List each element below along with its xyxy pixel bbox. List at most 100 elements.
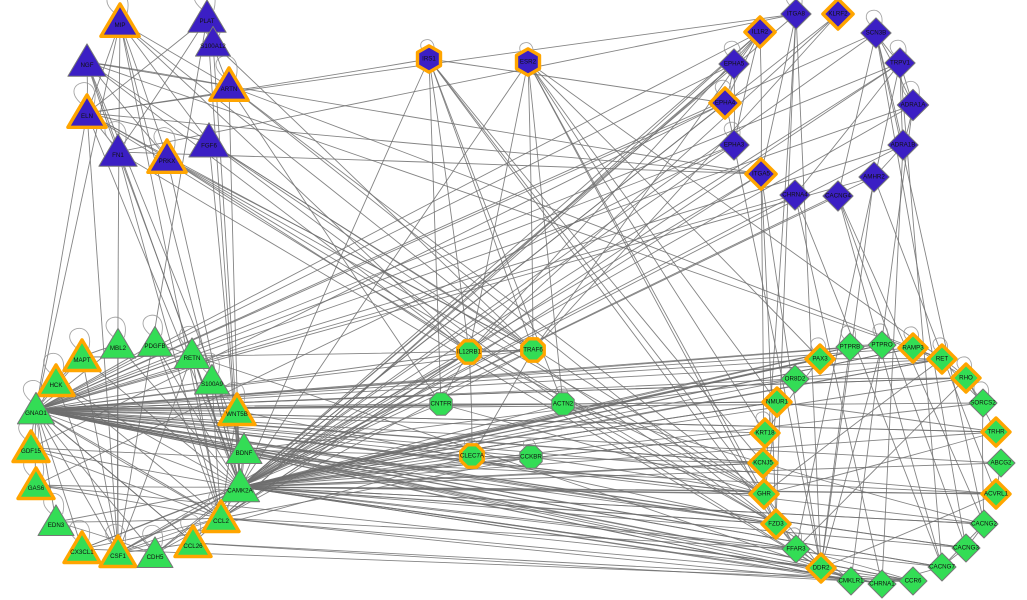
network-edge [117, 151, 222, 519]
network-node-clec7a[interactable] [459, 443, 485, 469]
network-node-mip[interactable] [99, 2, 141, 38]
network-node-epha5[interactable] [718, 48, 750, 80]
node-layer[interactable] [11, 0, 1016, 599]
network-node-adra1a[interactable] [896, 88, 930, 122]
network-node-trhr[interactable] [980, 416, 1012, 448]
network-edge [239, 32, 877, 488]
network-edge [35, 409, 766, 434]
network-edge [239, 486, 985, 525]
network-node-epha4[interactable] [708, 86, 742, 120]
network-node-cacng2[interactable] [969, 509, 999, 539]
network-node-trpv1[interactable] [884, 47, 916, 79]
network-node-gas6[interactable] [16, 466, 56, 501]
network-edge [428, 58, 765, 495]
node-label-kcnj5: KCNJ5 [753, 460, 773, 467]
network-node-il12rb1[interactable] [456, 339, 482, 365]
network-node-s100a12[interactable] [195, 25, 231, 57]
network-node-acvrl1[interactable] [980, 478, 1012, 510]
network-edge [243, 449, 777, 525]
network-node-cacng4[interactable] [822, 180, 854, 212]
network-node-ngf[interactable] [67, 43, 107, 77]
network-node-itga8[interactable] [780, 0, 812, 30]
network-node-cacng7[interactable] [927, 552, 957, 582]
network-edge [35, 409, 852, 582]
network-node-cckbr[interactable] [519, 445, 543, 469]
network-node-amhr2[interactable] [858, 161, 890, 193]
network-node-plat[interactable] [187, 0, 227, 33]
network-node-actn2[interactable] [551, 392, 575, 416]
self-loop-edge [786, 527, 803, 544]
network-node-ret[interactable] [926, 343, 958, 375]
network-node-bdnf[interactable] [225, 432, 263, 464]
network-node-ptpro[interactable] [867, 330, 897, 360]
network-edge [532, 13, 839, 351]
network-node-cacng3[interactable] [951, 533, 981, 563]
network-node-cdh5[interactable] [136, 536, 174, 568]
self-loop-edge [142, 524, 164, 547]
network-edge [228, 85, 943, 360]
network-node-kcnj5[interactable] [747, 447, 779, 479]
network-node-prkx[interactable] [146, 138, 188, 175]
network-node-klrf2[interactable] [821, 0, 855, 31]
network-node-camk2a[interactable] [219, 467, 261, 503]
network-node-itga5[interactable] [744, 157, 778, 191]
network-node-irs1[interactable] [415, 44, 443, 74]
network-node-gdf15[interactable] [11, 429, 51, 464]
network-node-eln[interactable] [66, 93, 108, 130]
network-node-or8d2[interactable] [780, 364, 810, 394]
network-node-scn3b[interactable] [860, 17, 892, 49]
network-node-fgf6[interactable] [188, 122, 230, 158]
network-node-fzd3[interactable] [760, 508, 792, 540]
network-node-traf6[interactable] [520, 337, 546, 363]
network-node-s100a9[interactable] [194, 363, 230, 395]
network-edge [428, 58, 470, 353]
network-edge [562, 403, 764, 464]
network-node-cntfr[interactable] [429, 392, 453, 416]
network-edge [81, 356, 241, 488]
node-label-adra1a: ADRA1A [901, 102, 927, 109]
network-node-ccr6[interactable] [898, 566, 928, 596]
network-edge [763, 358, 943, 495]
network-node-chrna1[interactable] [867, 569, 897, 599]
network-node-ffar3[interactable] [781, 534, 811, 564]
network-node-pax3[interactable] [804, 343, 836, 375]
network-node-edn3[interactable] [37, 504, 75, 536]
network-node-sorcs2[interactable] [968, 388, 998, 418]
network-node-ghr[interactable] [748, 478, 780, 510]
network-node-cmklr1[interactable] [836, 566, 866, 596]
network-node-esr2[interactable] [514, 47, 542, 77]
network-node-rho[interactable] [950, 362, 982, 394]
network-node-csf1[interactable] [98, 534, 138, 569]
network-node-abcg2[interactable] [986, 448, 1016, 478]
network-node-nmur1[interactable] [761, 386, 793, 418]
network-edge [35, 409, 764, 464]
network-edge [35, 409, 943, 568]
network-node-il1r2[interactable] [743, 15, 777, 49]
node-label-mip: MIP [114, 22, 125, 29]
network-node-epha3[interactable] [718, 129, 750, 161]
network-node-adra1b[interactable] [887, 129, 919, 161]
network-edge [239, 351, 470, 488]
network-node-ramp3[interactable] [897, 332, 929, 364]
network-node-pdgfb[interactable] [137, 325, 173, 357]
network-node-fn1[interactable] [98, 133, 138, 167]
network-node-artn[interactable] [208, 66, 250, 103]
network-node-ccl26[interactable] [173, 524, 213, 559]
network-node-hck[interactable] [36, 363, 76, 398]
network-node-ddr2[interactable] [805, 552, 837, 584]
network-node-wnt5b[interactable] [217, 392, 257, 427]
node-label-nmur1: NMUR1 [766, 399, 789, 406]
network-node-ptprb[interactable] [835, 332, 865, 362]
network-node-ccl2[interactable] [201, 499, 241, 534]
network-edge [239, 486, 997, 495]
network-node-gnao1[interactable] [16, 391, 55, 425]
network-node-cx3cl1[interactable] [62, 530, 102, 565]
network-node-mbl2[interactable] [100, 327, 136, 359]
network-node-krt18[interactable] [749, 417, 781, 449]
network-node-chrna4[interactable] [779, 179, 811, 211]
network-node-mapt[interactable] [62, 338, 102, 373]
network-node-retn[interactable] [173, 337, 211, 369]
network-edge [35, 194, 796, 411]
